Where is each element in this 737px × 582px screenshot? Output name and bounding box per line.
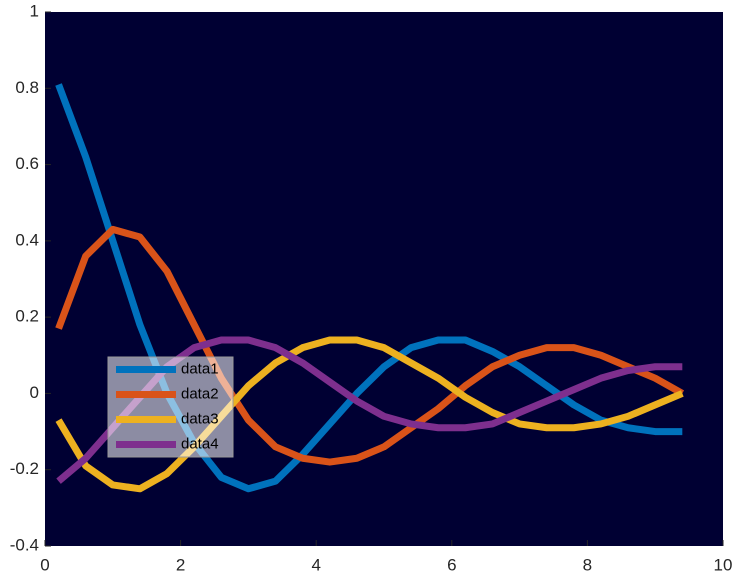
- line: [55, 225, 685, 466]
- x-tick-label: 2: [176, 555, 185, 574]
- plot-area: [45, 12, 723, 546]
- y-tick-label: 0.6: [15, 154, 39, 173]
- legend-label: data1: [181, 360, 219, 377]
- line: [55, 336, 684, 493]
- legend-box: [107, 356, 234, 458]
- y-tick-label: -0.4: [10, 535, 39, 554]
- x-tick-label: 0: [40, 555, 49, 574]
- legend-label: data4: [181, 435, 219, 452]
- x-tick-label: 8: [583, 555, 592, 574]
- y-tick-label: -0.2: [10, 459, 39, 478]
- x-tick-label: 6: [447, 555, 456, 574]
- y-tick-label: 0.4: [15, 230, 39, 249]
- y-tick-label: 0.8: [15, 78, 39, 97]
- legend-label: data3: [181, 410, 219, 427]
- x-tick-label: 4: [311, 555, 320, 574]
- x-tick-label: 10: [714, 555, 733, 574]
- y-tick-label: 1: [30, 1, 39, 20]
- legend-label: data2: [181, 385, 219, 402]
- y-tick-label: 0.2: [15, 307, 39, 326]
- y-tick-label: 0: [30, 383, 39, 402]
